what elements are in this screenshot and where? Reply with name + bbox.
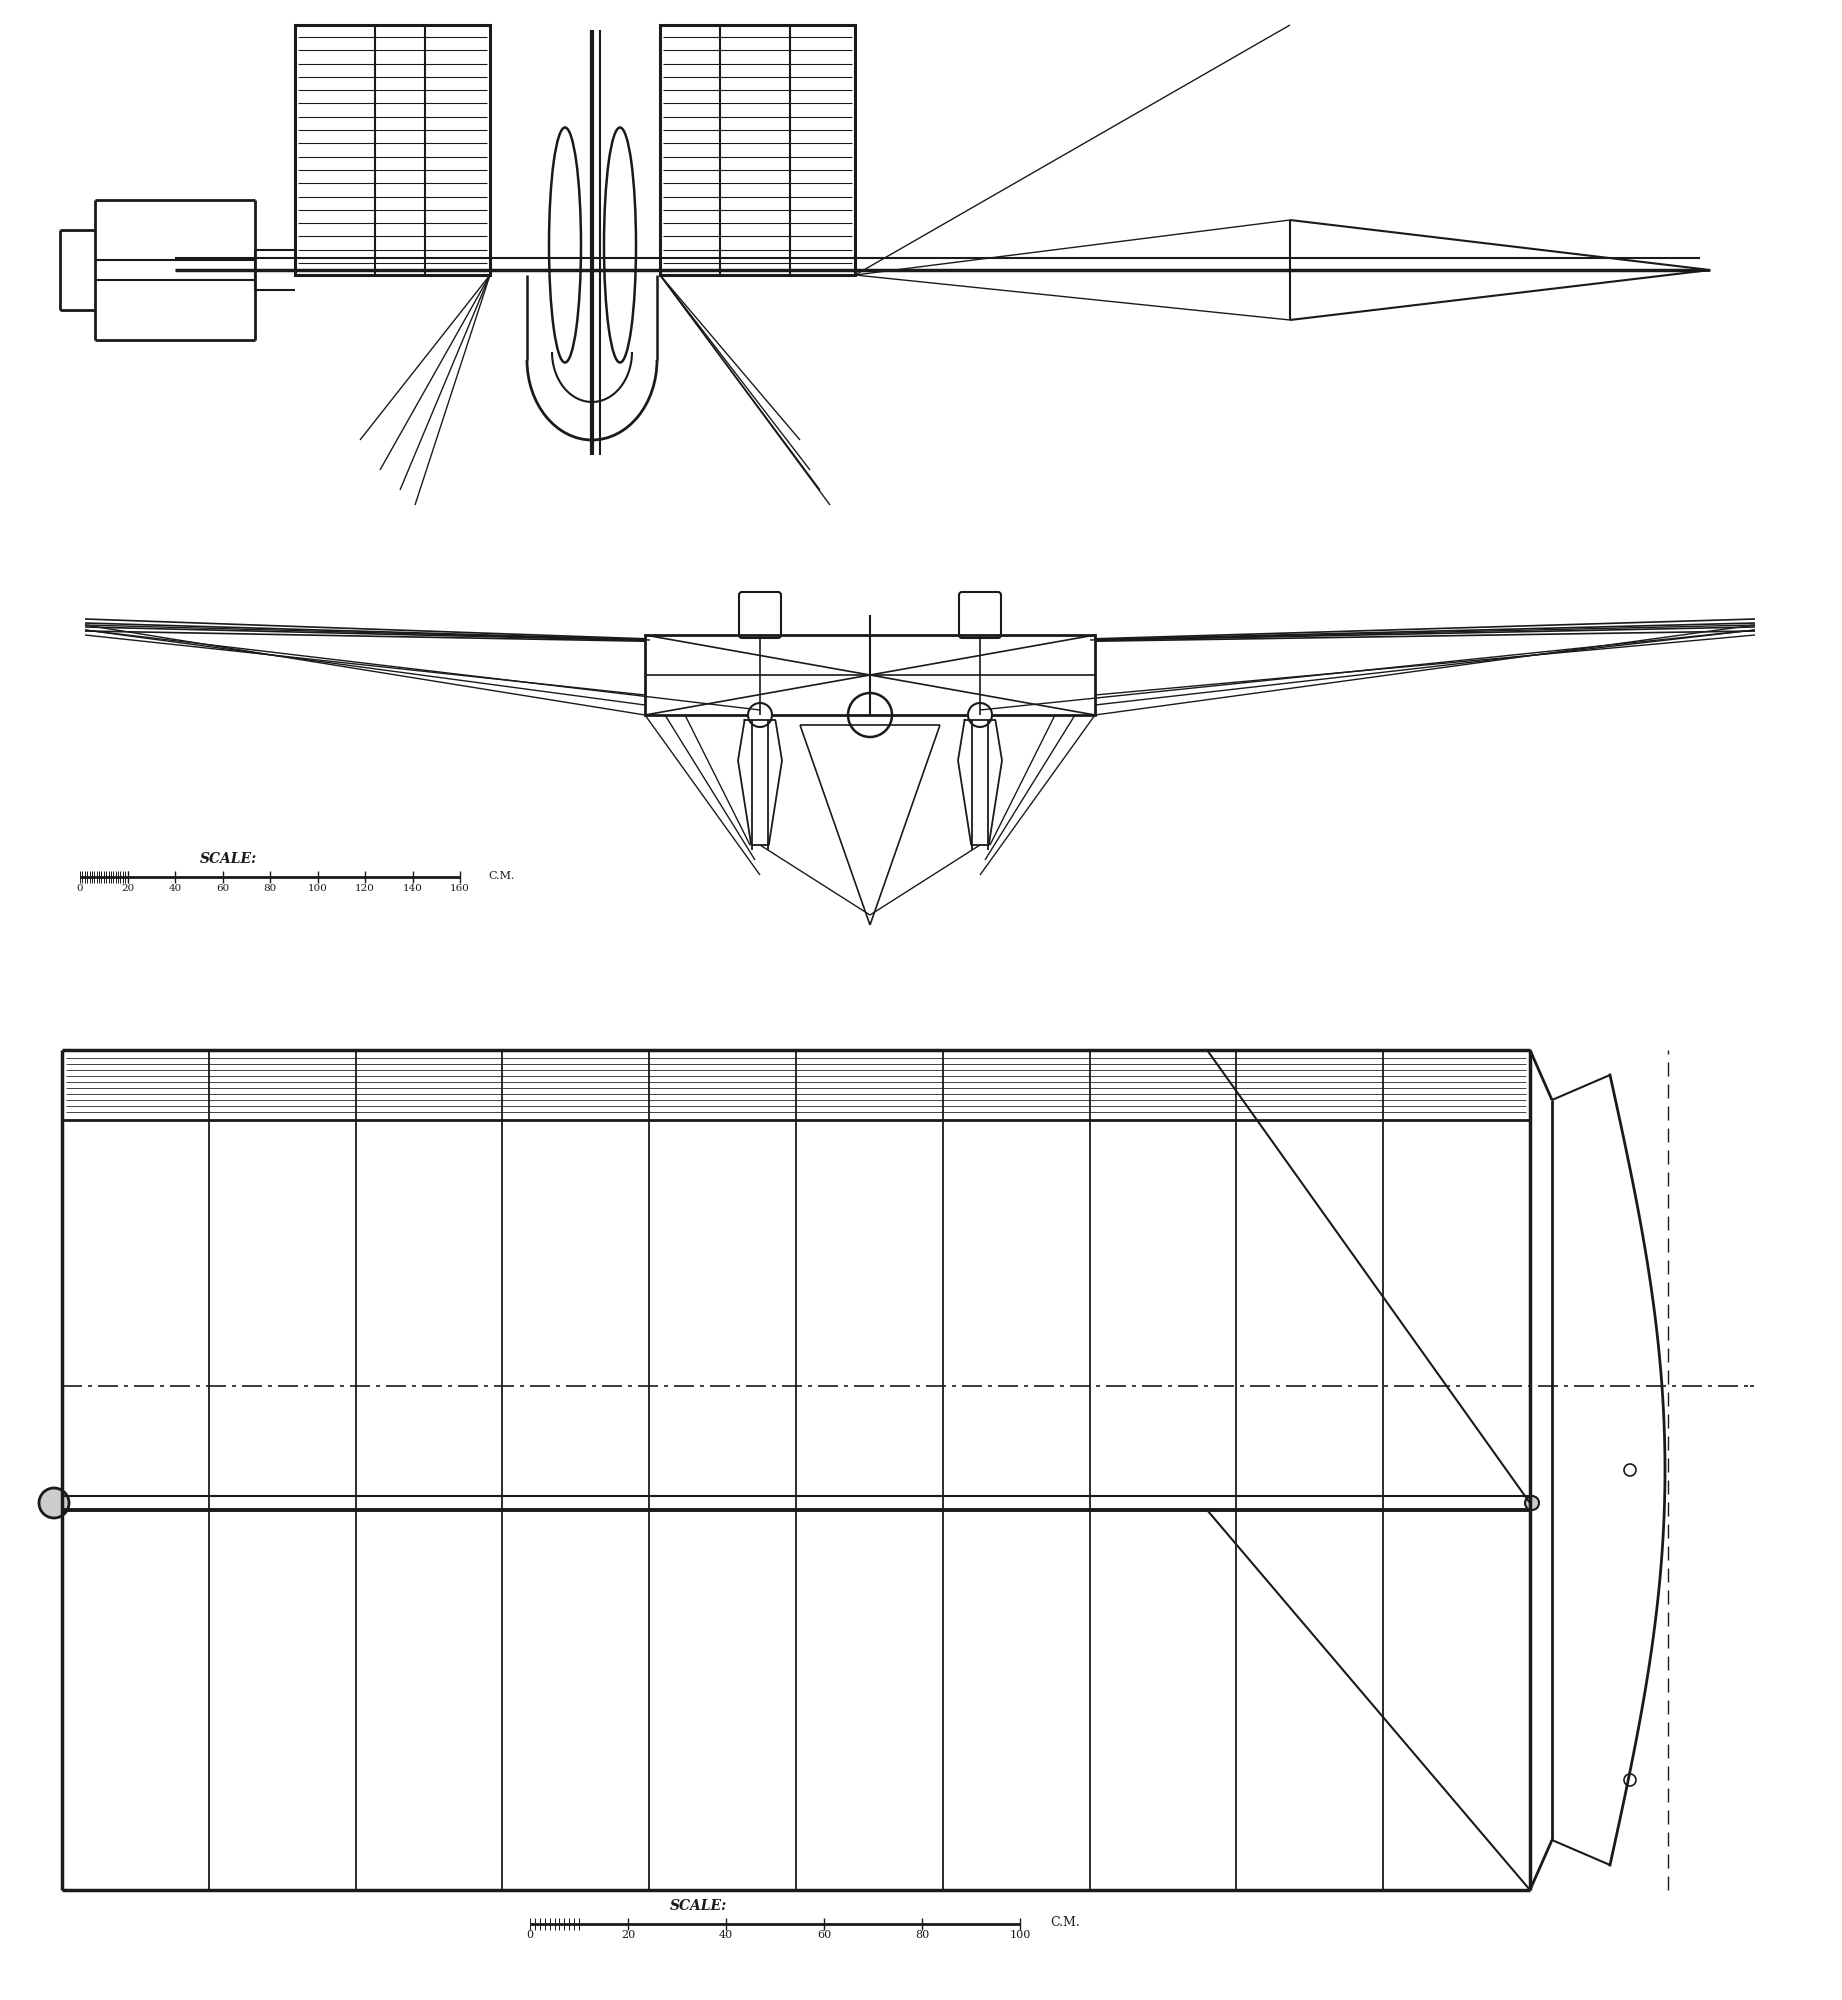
- Text: SCALE:: SCALE:: [670, 1900, 728, 1912]
- Text: 80: 80: [915, 1930, 928, 1940]
- Text: 160: 160: [449, 884, 470, 892]
- Text: 40: 40: [168, 884, 182, 892]
- Circle shape: [1525, 1496, 1540, 1510]
- Circle shape: [748, 704, 772, 726]
- Text: 80: 80: [263, 884, 276, 892]
- Text: 60: 60: [816, 1930, 831, 1940]
- Text: C.M.: C.M.: [488, 872, 514, 880]
- Bar: [295, 24, 490, 274]
- Text: 60: 60: [216, 884, 228, 892]
- Text: C.M.: C.M.: [1050, 1916, 1079, 1928]
- Text: 20: 20: [122, 884, 134, 892]
- Circle shape: [39, 1488, 68, 1518]
- Bar: [645, 636, 1094, 716]
- Text: 20: 20: [621, 1930, 635, 1940]
- Text: 100: 100: [1009, 1930, 1032, 1940]
- Circle shape: [969, 704, 993, 726]
- Text: 140: 140: [403, 884, 422, 892]
- Text: SCALE:: SCALE:: [201, 852, 258, 866]
- Text: 100: 100: [308, 884, 328, 892]
- Bar: [659, 24, 855, 274]
- Text: 0: 0: [527, 1930, 534, 1940]
- Text: 120: 120: [356, 884, 376, 892]
- Text: 40: 40: [718, 1930, 733, 1940]
- Text: 0: 0: [77, 884, 83, 892]
